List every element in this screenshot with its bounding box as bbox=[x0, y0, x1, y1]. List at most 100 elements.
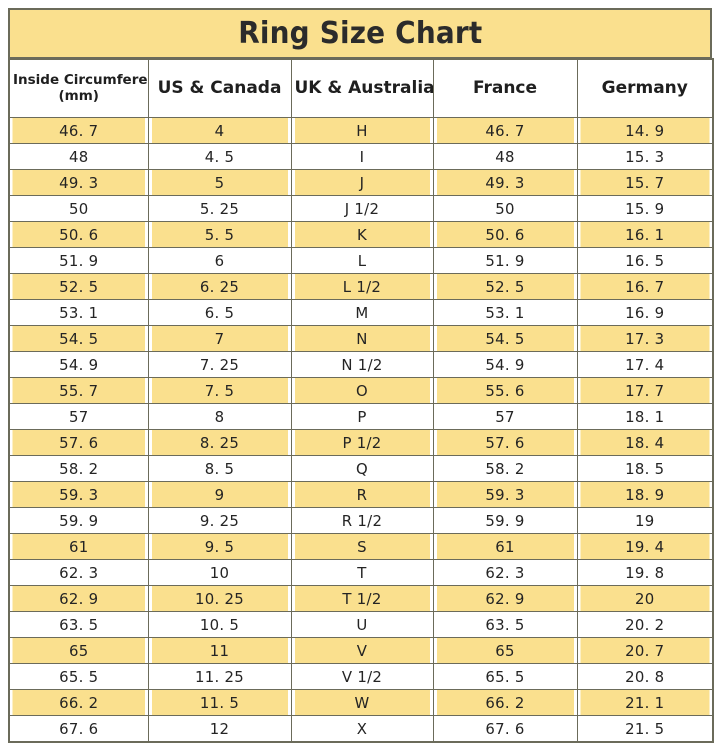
cell-france: 52. 5 bbox=[435, 273, 575, 300]
cell-france: 63. 5 bbox=[435, 611, 575, 638]
cell-us-canada: 8. 25 bbox=[150, 429, 289, 456]
cell-us-canada: 5 bbox=[150, 169, 289, 196]
cell-uk-australia: R bbox=[293, 481, 431, 508]
cell-uk-australia: J bbox=[293, 169, 431, 196]
cell-inside-circumference: 48 bbox=[11, 143, 146, 170]
cell-inside-circumference: 52. 5 bbox=[11, 273, 146, 300]
cell-germany: 16. 5 bbox=[579, 247, 711, 274]
cell-germany: 18. 4 bbox=[579, 429, 711, 456]
cell-france: 57. 6 bbox=[435, 429, 575, 456]
cell-france: 57 bbox=[435, 403, 575, 430]
chart-title-band: Ring Size Chart bbox=[8, 8, 712, 58]
table-row: 57 8 P 57 18. 1 bbox=[9, 403, 713, 430]
cell-inside-circumference: 65. 5 bbox=[11, 663, 146, 690]
cell-germany: 16. 1 bbox=[579, 221, 711, 248]
cell-us-canada: 5. 5 bbox=[150, 221, 289, 248]
cell-inside-circumference: 54. 9 bbox=[11, 351, 146, 378]
table-row: 66. 2 11. 5 W 66. 2 21. 1 bbox=[9, 689, 713, 716]
cell-uk-australia: S bbox=[293, 533, 431, 560]
cell-uk-australia: L bbox=[293, 247, 431, 274]
cell-germany: 19. 4 bbox=[579, 533, 711, 560]
cell-inside-circumference: 50 bbox=[11, 195, 146, 222]
cell-germany: 21. 5 bbox=[579, 715, 711, 743]
table-row: 49. 3 5 J 49. 3 15. 7 bbox=[9, 169, 713, 196]
cell-germany: 15. 7 bbox=[579, 169, 711, 196]
cell-germany: 18. 1 bbox=[579, 403, 711, 430]
cell-us-canada: 8. 5 bbox=[150, 455, 289, 482]
ring-size-chart: Ring Size Chart Inside Circumference (mm… bbox=[8, 8, 714, 743]
cell-us-canada: 11. 25 bbox=[150, 663, 289, 690]
cell-us-canada: 9. 5 bbox=[150, 533, 289, 560]
cell-uk-australia: N 1/2 bbox=[293, 351, 431, 378]
table-row: 59. 9 9. 25 R 1/2 59. 9 19 bbox=[9, 507, 713, 534]
cell-us-canada: 5. 25 bbox=[150, 195, 289, 222]
table-row: 54. 9 7. 25 N 1/2 54. 9 17. 4 bbox=[9, 351, 713, 378]
cell-us-canada: 9 bbox=[150, 481, 289, 508]
cell-france: 53. 1 bbox=[435, 299, 575, 326]
cell-uk-australia: T 1/2 bbox=[293, 585, 431, 612]
table-row: 54. 5 7 N 54. 5 17. 3 bbox=[9, 325, 713, 352]
cell-germany: 18. 9 bbox=[579, 481, 711, 508]
table-row: 61 9. 5 S 61 19. 4 bbox=[9, 533, 713, 560]
table-row: 67. 6 12 X 67. 6 21. 5 bbox=[9, 715, 713, 743]
cell-germany: 21. 1 bbox=[579, 689, 711, 716]
cell-inside-circumference: 67. 6 bbox=[11, 715, 146, 743]
cell-us-canada: 11. 5 bbox=[150, 689, 289, 716]
cell-inside-circumference: 53. 1 bbox=[11, 299, 146, 326]
cell-france: 50. 6 bbox=[435, 221, 575, 248]
column-header-uk-australia: UK & Australia bbox=[290, 58, 434, 118]
cell-uk-australia: U bbox=[293, 611, 431, 638]
table-row: 65 11 V 65 20. 7 bbox=[9, 637, 713, 664]
cell-inside-circumference: 65 bbox=[11, 637, 146, 664]
cell-uk-australia: P bbox=[293, 403, 431, 430]
table-row: 50 5. 25 J 1/2 50 15. 9 bbox=[9, 195, 713, 222]
table-row: 46. 7 4 H 46. 7 14. 9 bbox=[9, 117, 713, 144]
cell-germany: 20. 8 bbox=[579, 663, 711, 690]
cell-france: 54. 9 bbox=[435, 351, 575, 378]
page-title: Ring Size Chart bbox=[237, 16, 483, 51]
cell-inside-circumference: 57. 6 bbox=[11, 429, 146, 456]
column-header-us-canada: US & Canada bbox=[147, 58, 292, 118]
cell-inside-circumference: 62. 3 bbox=[11, 559, 146, 586]
cell-uk-australia: Q bbox=[293, 455, 431, 482]
cell-inside-circumference: 57 bbox=[11, 403, 146, 430]
table-header-row: Inside Circumference (mm) US & Canada UK… bbox=[8, 58, 714, 118]
cell-germany: 17. 4 bbox=[579, 351, 711, 378]
header-line-unit: (mm) bbox=[58, 87, 99, 104]
cell-uk-australia: I bbox=[293, 143, 431, 170]
cell-germany: 17. 3 bbox=[579, 325, 711, 352]
cell-us-canada: 7 bbox=[150, 325, 289, 352]
cell-inside-circumference: 61 bbox=[11, 533, 146, 560]
cell-france: 48 bbox=[435, 143, 575, 170]
table-row: 53. 1 6. 5 M 53. 1 16. 9 bbox=[9, 299, 713, 326]
table-row: 63. 5 10. 5 U 63. 5 20. 2 bbox=[9, 611, 713, 638]
cell-us-canada: 12 bbox=[150, 715, 289, 743]
table-row: 62. 3 10 T 62. 3 19. 8 bbox=[9, 559, 713, 586]
cell-uk-australia: K bbox=[293, 221, 431, 248]
cell-france: 55. 6 bbox=[435, 377, 575, 404]
cell-inside-circumference: 49. 3 bbox=[11, 169, 146, 196]
cell-france: 58. 2 bbox=[435, 455, 575, 482]
table-header: Inside Circumference (mm) US & Canada UK… bbox=[8, 58, 714, 118]
cell-uk-australia: P 1/2 bbox=[293, 429, 431, 456]
table-row: 58. 2 8. 5 Q 58. 2 18. 5 bbox=[9, 455, 713, 482]
cell-france: 66. 2 bbox=[435, 689, 575, 716]
cell-germany: 19. 8 bbox=[579, 559, 711, 586]
cell-uk-australia: R 1/2 bbox=[293, 507, 431, 534]
cell-inside-circumference: 46. 7 bbox=[11, 117, 146, 144]
cell-inside-circumference: 63. 5 bbox=[11, 611, 146, 638]
cell-germany: 15. 3 bbox=[579, 143, 711, 170]
cell-france: 50 bbox=[435, 195, 575, 222]
cell-inside-circumference: 59. 3 bbox=[11, 481, 146, 508]
cell-inside-circumference: 54. 5 bbox=[11, 325, 146, 352]
column-header-germany: Germany bbox=[576, 58, 714, 118]
cell-inside-circumference: 62. 9 bbox=[11, 585, 146, 612]
cell-uk-australia: O bbox=[293, 377, 431, 404]
cell-france: 59. 3 bbox=[435, 481, 575, 508]
cell-us-canada: 4 bbox=[150, 117, 289, 144]
table-row: 65. 5 11. 25 V 1/2 65. 5 20. 8 bbox=[9, 663, 713, 690]
table-row: 59. 3 9 R 59. 3 18. 9 bbox=[9, 481, 713, 508]
cell-germany: 16. 7 bbox=[579, 273, 711, 300]
cell-france: 51. 9 bbox=[435, 247, 575, 274]
cell-uk-australia: H bbox=[293, 117, 431, 144]
